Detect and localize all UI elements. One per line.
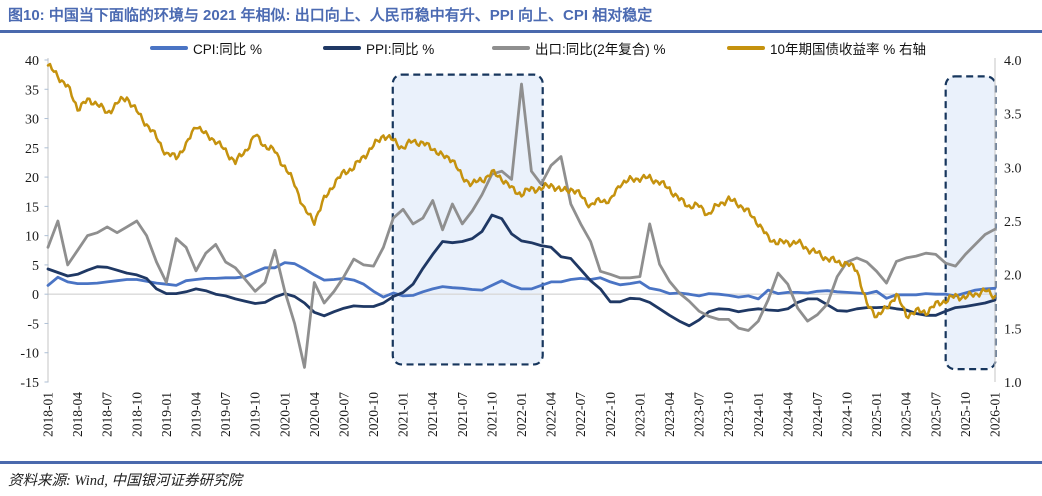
cpi-line-swatch [150, 46, 188, 50]
figure-title: 图10: 中国当下面临的环境与 2021 年相似: 出口向上、人民币稳中有升、P… [8, 7, 653, 24]
x-axis-labels: 2018-01 2018-04 2018-07 2018-10 2019-01 2019-… [41, 392, 1003, 437]
y-axis-right-labels: 4.0 3.5 3.0 2.5 2.0 1.5 1.0 [1004, 54, 1022, 391]
y-axis-left-tick-label: -5 [27, 317, 39, 332]
y-axis-right-tick-label: 2.0 [1004, 269, 1022, 284]
x-axis-tick-label: 2025-04 [899, 392, 914, 437]
x-axis-tick-label: 2025-01 [869, 392, 884, 437]
x-axis-tick-label: 2019-01 [159, 392, 174, 437]
y-axis-left-tick-label: 40 [25, 55, 39, 69]
legend-label-cpi: CPI:同比 % [193, 42, 263, 57]
x-axis-tick-label: 2021-04 [425, 392, 440, 437]
legend-label-bond-yield: 10年期国债收益率 % 右轴 [770, 42, 927, 57]
x-axis-tick-label: 2020-07 [336, 392, 351, 437]
y-axis-left-tick-label: 30 [25, 113, 39, 128]
y-axis-left-tick-label: 10 [25, 230, 39, 245]
y-axis-left-tick-label: -15 [20, 376, 39, 391]
series-line-ppi [46, 213, 997, 328]
x-axis-tick-label: 2018-01 [41, 392, 56, 437]
x-axis-tick-label: 2022-10 [603, 392, 618, 437]
highlight-box-fill-2021 [392, 74, 543, 365]
x-axis-tick-label: 2023-07 [692, 392, 707, 437]
x-axis-tick-label: 2022-01 [514, 392, 529, 437]
x-axis-tick-label: 2024-07 [810, 392, 825, 437]
x-axis-tick-label: 2020-04 [307, 392, 322, 437]
x-axis-tick-label: 2021-10 [484, 392, 499, 437]
y-axis-right-tick-label: 3.5 [1004, 108, 1022, 123]
x-axis-tick-label: 2023-01 [632, 392, 647, 437]
highlight-box-fill-2025 [945, 76, 996, 370]
y-axis-right-tick-label: 3.0 [1004, 161, 1022, 176]
ppi-line-swatch [323, 46, 361, 50]
x-axis-tick-label: 2020-10 [366, 392, 381, 437]
legend-item-bond-yield: 10年期国债收益率 % 右轴 [727, 39, 926, 57]
source-note: 资料来源: Wind, 中国银河证券研究院 [8, 473, 243, 489]
x-axis-tick-label: 2024-10 [840, 392, 855, 437]
x-axis-tick-label: 2019-04 [188, 392, 203, 437]
x-axis-tick-label: 2024-01 [751, 392, 766, 437]
x-axis-tick-label: 2019-10 [248, 392, 263, 437]
legend-label-ppi: PPI:同比 % [366, 42, 435, 57]
y-axis-left-tick-label: 20 [25, 171, 39, 186]
x-axis-tick-label: 2025-07 [928, 392, 943, 437]
y-axis-left-tick-label: 0 [32, 288, 39, 303]
highlight-box-border-2025 [944, 75, 997, 371]
x-axis-tick-label: 2018-07 [100, 392, 115, 437]
y-axis-right-tick-label: 1.0 [1004, 376, 1022, 391]
series-line-bond-yield [46, 62, 997, 320]
chart-legend: CPI:同比 % PPI:同比 % 出口:同比(2年复合) % 10年期国债收益… [0, 39, 1042, 57]
x-axis-tick-label: 2023-04 [662, 392, 677, 437]
x-axis-tick-label: 2026-01 [988, 392, 1003, 437]
exports-line-swatch [492, 46, 530, 50]
y-axis-left-tick-label: 35 [25, 83, 39, 98]
x-axis-tick-label: 2022-07 [573, 392, 588, 437]
highlight-boxes [391, 73, 997, 371]
x-axis-tick-label: 2020-01 [277, 392, 292, 437]
x-axis-tick-label: 2021-01 [396, 392, 411, 437]
x-axis-tick-label: 2019-07 [218, 392, 233, 437]
x-axis-tick-label: 2022-04 [544, 392, 559, 437]
footer-divider [0, 461, 1042, 464]
x-axis-tick-label: 2021-07 [455, 392, 470, 437]
legend-item-cpi: CPI:同比 % [150, 39, 262, 57]
legend-label-exports: 出口:同比(2年复合) % [535, 42, 666, 57]
x-axis-tick-label: 2018-04 [70, 392, 85, 437]
y-axis-left-tick-label: -10 [20, 347, 39, 362]
x-axis-tick-label: 2024-04 [780, 392, 795, 437]
title-divider [0, 30, 1042, 33]
y-axis-left-tick-label: 25 [25, 142, 39, 157]
y-axis-left-tick-label: 15 [25, 200, 39, 215]
x-axis-tick-label: 2023-10 [721, 392, 736, 437]
x-axis-tick-label: 2018-10 [129, 392, 144, 437]
y-axis-right-tick-label: 4.0 [1004, 55, 1022, 69]
line-chart: 40 35 30 25 20 15 10 5 0 -5 -10 -15 4.0 3.5 3.0 2.5 2.0 1… [0, 54, 1042, 455]
y-axis-right-tick-label: 2.5 [1004, 215, 1022, 230]
x-axis-tick-label: 2025-10 [958, 392, 973, 437]
series-line-exports [46, 82, 997, 369]
y-axis-right-tick-label: 1.5 [1004, 322, 1022, 337]
y-axis-left-tick-label: 5 [32, 259, 39, 274]
chart-canvas: 40 35 30 25 20 15 10 5 0 -5 -10 -15 4.0 3.5 3.0 2.5 2.0 1… [20, 54, 1022, 437]
legend-item-ppi: PPI:同比 % [323, 39, 434, 57]
bond-yield-line-swatch [727, 46, 765, 50]
series-line-cpi [46, 261, 997, 301]
legend-item-exports: 出口:同比(2年复合) % [492, 39, 666, 57]
y-axis-left-labels: 40 35 30 25 20 15 10 5 0 -5 -10 -15 [20, 54, 49, 391]
